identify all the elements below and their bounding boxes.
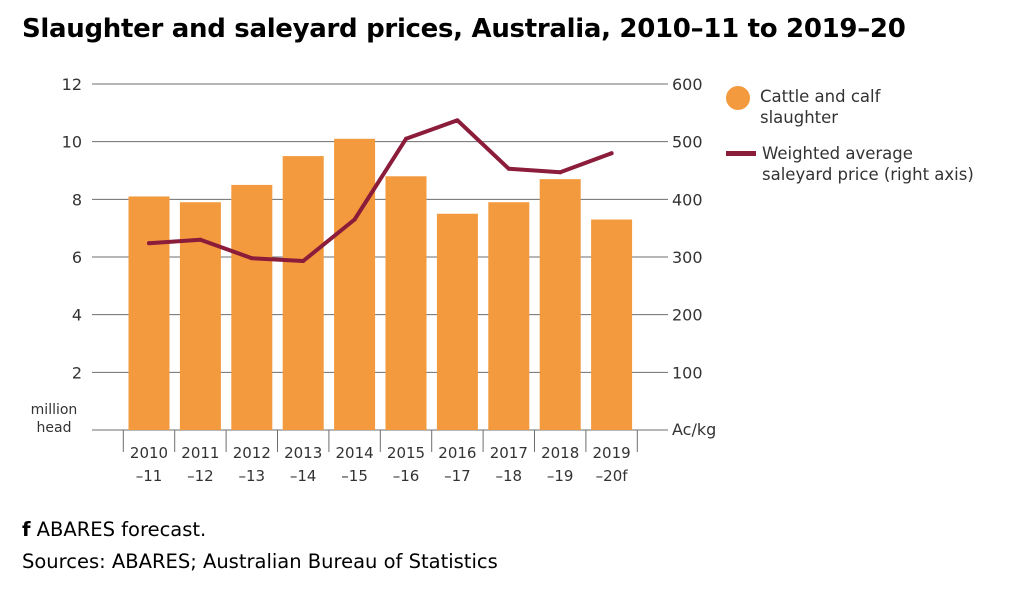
category-label-year: 2013 [284, 444, 322, 462]
right-tick-label: 100 [672, 363, 703, 382]
legend-item-slaughter: Cattle and calf slaughter [726, 86, 880, 128]
left-tick-label: 2 [72, 363, 82, 382]
category-label-year: 2012 [233, 444, 271, 462]
forecast-note: f ABARES forecast. [22, 514, 498, 546]
left-axis-label-line2: head [37, 420, 72, 436]
chart-notes: f ABARES forecast. Sources: ABARES; Aust… [22, 514, 498, 578]
saleyard-price-point [301, 259, 306, 264]
forecast-marker: f [22, 518, 31, 541]
saleyard-price-point [506, 166, 511, 171]
left-tick-label: 4 [72, 306, 82, 325]
slaughter-bar [334, 138, 376, 431]
saleyard-price-point [609, 151, 614, 156]
right-tick-label: 600 [672, 75, 703, 94]
category-label-suffix: –20f [596, 467, 629, 485]
legend-label-price-1: Weighted average [762, 144, 913, 163]
left-tick-label: 10 [62, 133, 82, 152]
legend-swatch-price [726, 151, 756, 156]
slaughter-bar [282, 156, 324, 431]
category-label-suffix: –16 [393, 467, 420, 485]
right-axis-label: Ac/kg [672, 420, 716, 439]
slaughter-bar [385, 176, 427, 430]
category-label-year: 2010 [130, 444, 168, 462]
slaughter-bar [128, 196, 170, 430]
category-label-suffix: –19 [547, 467, 574, 485]
category-label-year: 2017 [490, 444, 528, 462]
legend-label-price-2: saleyard price (right axis) [762, 165, 974, 184]
category-label-year: 2019 [593, 444, 631, 462]
category-label-suffix: –13 [239, 467, 266, 485]
right-tick-label: 300 [672, 248, 703, 267]
left-tick-label: 12 [62, 75, 82, 94]
forecast-text: ABARES forecast. [30, 518, 207, 541]
saleyard-price-point [558, 170, 563, 175]
slaughter-bar [539, 179, 581, 430]
category-label-suffix: –11 [136, 467, 163, 485]
chart-title: Slaughter and saleyard prices, Australia… [22, 14, 906, 44]
saleyard-price-point [404, 136, 408, 141]
category-label-year: 2011 [181, 444, 219, 462]
legend-item-price: Weighted average saleyard price (right a… [726, 143, 974, 185]
slaughter-bar [591, 219, 633, 430]
left-tick-label: 8 [72, 190, 82, 209]
sources-note: Sources: ABARES; Australian Bureau of St… [22, 550, 498, 573]
category-label-year: 2015 [387, 444, 425, 462]
saleyard-price-line [147, 118, 614, 263]
category-label-suffix: –18 [496, 467, 523, 485]
slaughter-bar [436, 213, 478, 430]
category-label-suffix: –12 [187, 467, 214, 485]
legend-swatch-slaughter [726, 86, 750, 110]
saleyard-price-point [249, 256, 254, 261]
legend-label-slaughter-2: slaughter [760, 108, 839, 127]
saleyard-price-point [147, 241, 151, 246]
slaughter-bar [231, 184, 273, 430]
category-label-suffix: –17 [444, 467, 471, 485]
saleyard-price-point [352, 217, 357, 222]
left-tick-label: 6 [72, 248, 82, 267]
category-label-year: 2016 [438, 444, 476, 462]
category-label-suffix: –15 [341, 467, 368, 485]
slaughter-bar [488, 202, 530, 430]
left-axis-label-line1: million [31, 402, 78, 418]
saleyard-price-point [455, 118, 460, 123]
category-label-suffix: –14 [290, 467, 317, 485]
category-label-year: 2014 [336, 444, 374, 462]
right-tick-label: 500 [672, 133, 703, 152]
chart: 2 100 4 200 6 300 8 400 10 500 12 600 Ac/kg million he… [31, 75, 717, 485]
legend-label-slaughter-1: Cattle and calf [760, 87, 881, 106]
category-label-year: 2018 [541, 444, 579, 462]
right-tick-label: 400 [672, 190, 703, 209]
slaughter-bar [179, 202, 221, 430]
saleyard-price-point [198, 237, 203, 242]
right-tick-label: 200 [672, 306, 703, 325]
